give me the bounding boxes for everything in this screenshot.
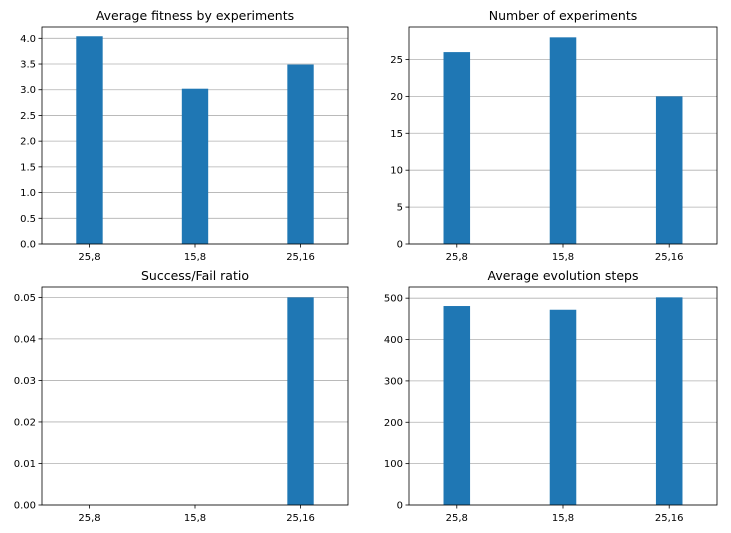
y-tick-label: 0.04	[14, 334, 36, 345]
axes-frame	[41, 26, 349, 245]
y-tick-label: 100	[384, 459, 403, 470]
chart-title: Success/Fail ratio	[141, 268, 249, 283]
y-tick-label: 25	[390, 55, 403, 66]
bar	[549, 37, 577, 245]
chart-panel: 0 5 10 15 20 25 25,8 15,8 25,16 Number of experim…	[390, 8, 718, 263]
bar	[655, 297, 683, 505]
y-tick-label: 0.01	[14, 459, 36, 470]
chart-title: Average fitness by experiments	[96, 8, 294, 23]
x-tick-label: 15,8	[184, 513, 206, 524]
x-tick-label: 25,16	[655, 252, 684, 263]
y-tick-label: 3.0	[20, 85, 36, 96]
y-tick-label: 0	[397, 501, 403, 512]
y-tick-label: 0.02	[14, 417, 36, 428]
x-tick-label: 25,8	[78, 513, 100, 524]
y-tick-label: 400	[384, 335, 403, 346]
y-tick-label: 0.00	[14, 501, 36, 512]
bar	[443, 52, 471, 244]
x-tick-label: 25,8	[446, 252, 468, 263]
y-tick-label: 0.03	[14, 376, 36, 387]
chart-panel: 0 100 200 300 400 500 25,8 15,8 25,16 Average evo…	[384, 268, 718, 524]
y-tick-label: 1.5	[20, 162, 36, 173]
axes-frame	[408, 26, 718, 245]
x-tick-label: 25,8	[78, 252, 100, 263]
bar	[287, 64, 314, 244]
x-tick-label: 15,8	[552, 513, 574, 524]
chart-title: Average evolution steps	[488, 268, 639, 283]
x-tick-label: 25,16	[286, 252, 315, 263]
y-tick-label: 10	[390, 166, 403, 177]
x-tick-label: 25,8	[446, 513, 468, 524]
bar	[181, 88, 209, 244]
y-tick-label: 0.5	[20, 214, 36, 225]
y-tick-label: 20	[390, 92, 403, 103]
bar	[655, 96, 683, 244]
y-tick-label: 200	[384, 418, 403, 429]
y-tick-label: 1.0	[20, 188, 36, 199]
y-tick-label: 4.0	[20, 34, 36, 45]
axes-frame	[41, 286, 349, 506]
axes-frame	[408, 286, 718, 506]
y-tick-label: 0.0	[20, 240, 36, 251]
x-tick-label: 15,8	[184, 252, 206, 263]
y-tick-label: 500	[384, 294, 403, 305]
x-tick-label: 15,8	[552, 252, 574, 263]
y-tick-label: 300	[384, 376, 403, 387]
y-tick-label: 5	[397, 203, 403, 214]
x-tick-label: 25,16	[286, 513, 315, 524]
chart-panel: 0.00 0.01 0.02 0.03 0.04 0.05 25,8 15,8 25,16 Suc…	[14, 268, 349, 524]
y-tick-label: 3.5	[20, 60, 36, 71]
y-tick-label: 15	[390, 129, 403, 140]
y-tick-label: 0	[397, 240, 403, 251]
y-tick-label: 2.0	[20, 137, 36, 148]
chart-panel: 0.0 0.5 1.0 1.5 2.0 2.5 3.0 3.5 4.0 25,8 15,8 25,16…	[20, 8, 349, 263]
bar	[76, 36, 103, 245]
bar	[287, 297, 314, 505]
bar	[549, 309, 577, 505]
chart-title: Number of experiments	[489, 8, 638, 23]
y-tick-label: 0.05	[14, 293, 36, 304]
bar	[443, 306, 471, 505]
y-tick-label: 2.5	[20, 111, 36, 122]
x-tick-label: 25,16	[655, 513, 684, 524]
